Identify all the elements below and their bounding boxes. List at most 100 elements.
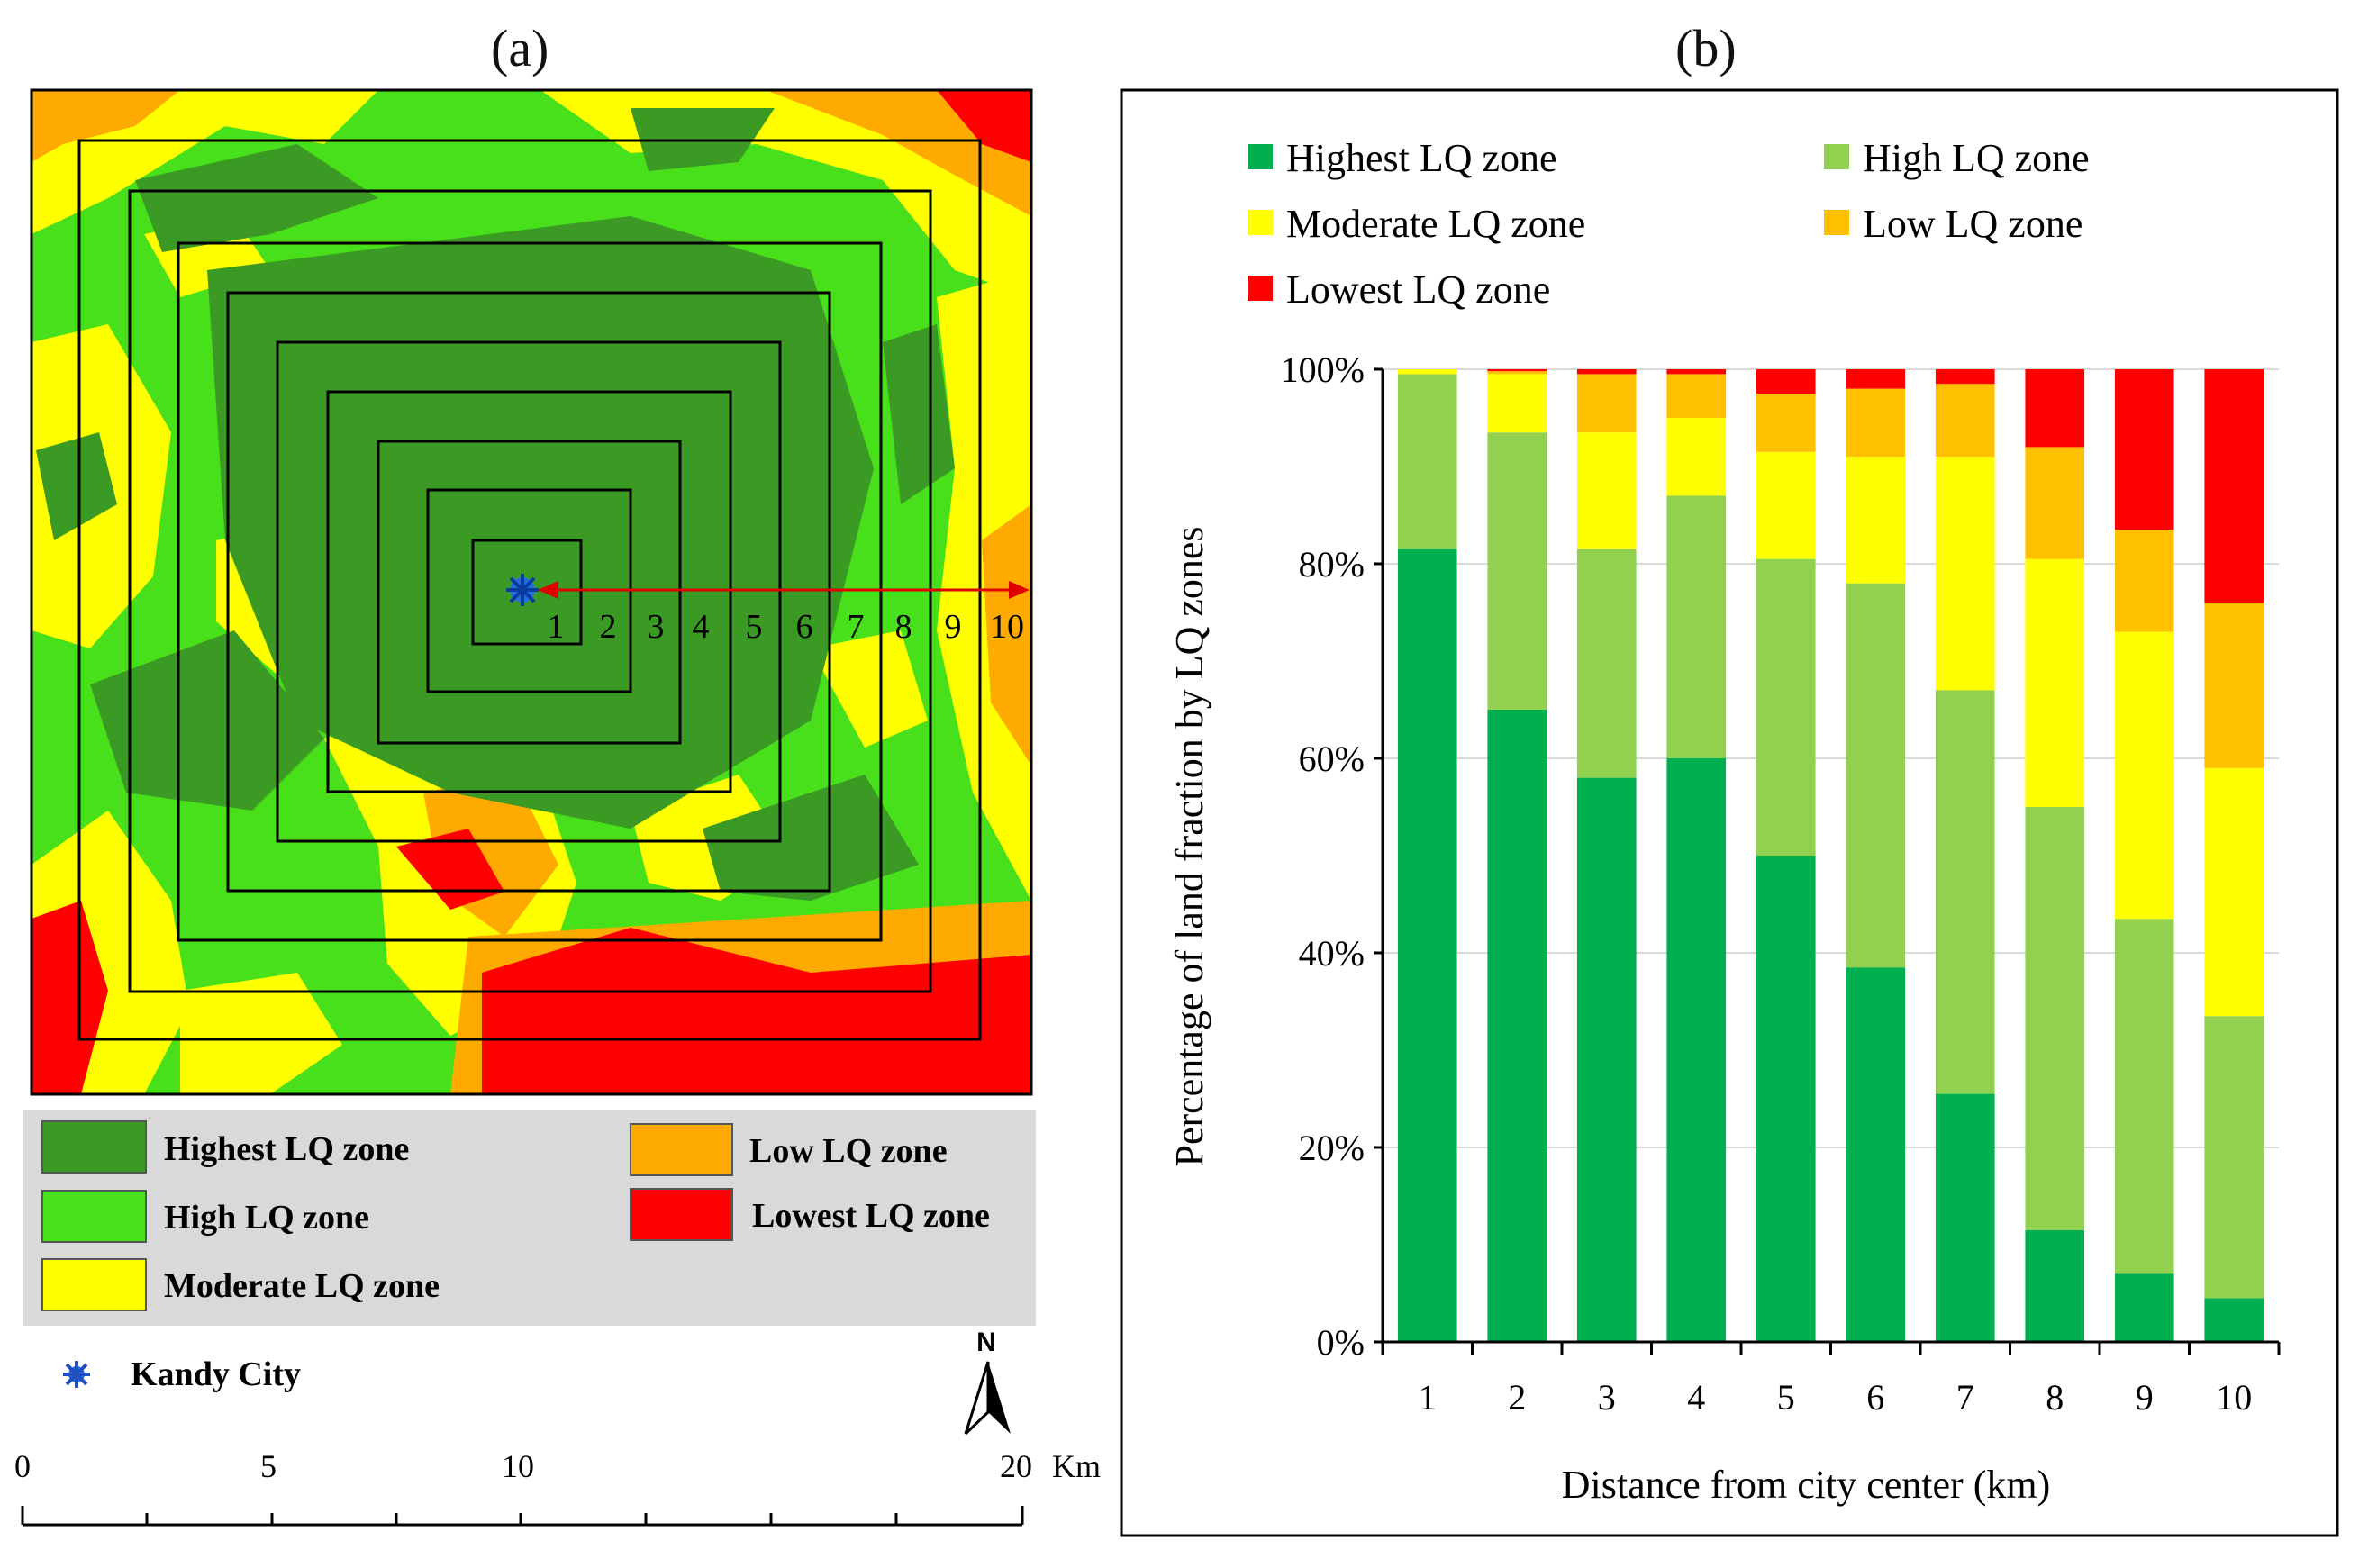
bar-10-high-lq-zone xyxy=(2204,1016,2264,1299)
kandy-city-marker xyxy=(506,574,539,606)
legend-swatch-lowest xyxy=(630,1188,733,1241)
scale-label-5: 5 xyxy=(260,1448,277,1484)
y-tick-label-5: 100% xyxy=(1281,349,1365,390)
ring-label-1: 1 xyxy=(548,608,565,646)
legend-swatch-high xyxy=(41,1190,147,1243)
bar-3-lowest-lq-zone xyxy=(1576,369,1637,375)
bar-2-low-lq-zone xyxy=(1487,371,1547,375)
ring-label-9: 9 xyxy=(945,608,962,646)
buffer-ring-5 xyxy=(276,340,782,843)
ring-label-8: 8 xyxy=(895,608,912,646)
chart-legend-swatch-2 xyxy=(1248,210,1273,235)
legend-label-high: High LQ zone xyxy=(164,1199,369,1237)
bar-4-high-lq-zone xyxy=(1666,495,1727,758)
bar-10-low-lq-zone xyxy=(2204,603,2264,768)
bar-8-highest-lq-zone xyxy=(2025,1229,2085,1342)
y-tick-label-0: 0% xyxy=(1317,1322,1365,1363)
bar-3-high-lq-zone xyxy=(1576,548,1637,778)
x-axis-title: Distance from city center (km) xyxy=(1562,1463,2050,1507)
chart-legend-swatch-3 xyxy=(1824,210,1849,235)
bar-9-high-lq-zone xyxy=(2114,919,2174,1274)
ring-label-6: 6 xyxy=(796,608,813,646)
buffer-ring-4 xyxy=(326,390,732,793)
bar-9-highest-lq-zone xyxy=(2114,1273,2174,1342)
x-tick-label-4: 4 xyxy=(1687,1377,1705,1418)
bar-2-high-lq-zone xyxy=(1487,432,1547,710)
bar-6-moderate-lq-zone xyxy=(1846,457,1906,584)
bar-1-high-lq-zone xyxy=(1397,374,1457,549)
axes xyxy=(1374,367,2281,1355)
ring-label-4: 4 xyxy=(693,608,710,646)
chart-legend-label-1: High LQ zone xyxy=(1863,136,2090,180)
bar-8-high-lq-zone xyxy=(2025,807,2085,1230)
bar-7-moderate-lq-zone xyxy=(1935,457,1995,691)
bar-7-highest-lq-zone xyxy=(1935,1093,1995,1342)
x-tick-label-10: 10 xyxy=(2216,1377,2252,1418)
scale-label-10: 10 xyxy=(502,1448,534,1484)
bar-7-low-lq-zone xyxy=(1935,384,1995,458)
bar-8-lowest-lq-zone xyxy=(2025,369,2085,448)
bar-6-highest-lq-zone xyxy=(1846,967,1906,1342)
x-tick-label-7: 7 xyxy=(1956,1377,1974,1418)
y-tick-label-1: 20% xyxy=(1299,1128,1365,1168)
bar-2-moderate-lq-zone xyxy=(1487,374,1547,433)
map-panel: 1 2 3 4 5 6 7 8 9 10 Highest LQ zone Hig… xyxy=(14,88,1101,1527)
bar-7-high-lq-zone xyxy=(1935,690,1995,1094)
x-tick-label-8: 8 xyxy=(2046,1377,2064,1418)
chart-legend-label-0: Highest LQ zone xyxy=(1286,136,1557,180)
x-tick-label-1: 1 xyxy=(1419,1377,1437,1418)
bar-5-moderate-lq-zone xyxy=(1756,451,1816,559)
x-tick-label-5: 5 xyxy=(1777,1377,1795,1418)
bar-10-highest-lq-zone xyxy=(2204,1298,2264,1342)
legend-swatch-highest xyxy=(41,1120,147,1174)
bar-4-moderate-lq-zone xyxy=(1666,418,1727,496)
y-tick-label-2: 40% xyxy=(1299,933,1365,974)
legend-swatch-low xyxy=(630,1123,733,1176)
buffer-ring-6 xyxy=(226,291,831,893)
bar-4-lowest-lq-zone xyxy=(1666,369,1727,375)
bar-1-moderate-lq-zone xyxy=(1397,369,1457,375)
north-arrow-icon: N xyxy=(964,1328,1011,1436)
buffer-ring-3 xyxy=(377,440,682,745)
bar-8-moderate-lq-zone xyxy=(2025,558,2085,807)
scale-label-0: 0 xyxy=(14,1448,31,1484)
city-legend-icon xyxy=(63,1361,90,1388)
chart-legend-label-3: Low LQ zone xyxy=(1863,202,2082,246)
x-tick-labels: 1 2 3 4 5 6 7 8 9 10 xyxy=(1419,1377,2253,1418)
x-tick-label-6: 6 xyxy=(1866,1377,1884,1418)
y-tick-labels: 0% 20% 40% 60% 80% 100% xyxy=(1281,349,1365,1363)
bar-9-moderate-lq-zone xyxy=(2114,631,2174,920)
bar-2-highest-lq-zone xyxy=(1487,710,1547,1342)
x-tick-label-2: 2 xyxy=(1508,1377,1526,1418)
legend-label-highest: Highest LQ zone xyxy=(164,1130,409,1168)
buffer-ring-7 xyxy=(177,241,883,942)
bar-5-high-lq-zone xyxy=(1756,558,1816,856)
ring-label-5: 5 xyxy=(746,608,763,646)
scale-bar: 0 5 10 20 Km xyxy=(14,1448,1101,1527)
bar-5-highest-lq-zone xyxy=(1756,856,1816,1342)
map-legend-box xyxy=(23,1110,1036,1326)
bar-1-highest-lq-zone xyxy=(1397,548,1457,1342)
bar-6-lowest-lq-zone xyxy=(1846,369,1906,389)
ring-label-3: 3 xyxy=(648,608,665,646)
ring-number-labels: 1 2 3 4 5 6 7 8 9 10 xyxy=(548,608,1025,646)
bar-10-moderate-lq-zone xyxy=(2204,767,2264,1017)
bar-5-lowest-lq-zone xyxy=(1756,369,1816,394)
legend-label-moderate: Moderate LQ zone xyxy=(164,1267,440,1305)
distance-arrow xyxy=(538,581,1030,599)
bar-4-highest-lq-zone xyxy=(1666,758,1727,1342)
ring-label-10: 10 xyxy=(990,608,1024,646)
y-axis-title: Percentage of land fraction by LQ zones xyxy=(1167,526,1211,1166)
ring-label-7: 7 xyxy=(848,608,865,646)
legend-label-low: Low LQ zone xyxy=(749,1132,948,1170)
city-legend-label: Kandy City xyxy=(131,1355,301,1393)
chart-legend: Highest LQ zone High LQ zone Moderate LQ… xyxy=(1248,136,2090,312)
city-legend: Kandy City xyxy=(63,1355,301,1393)
legend-label-lowest: Lowest LQ zone xyxy=(752,1197,990,1235)
bar-3-low-lq-zone xyxy=(1576,374,1637,433)
bar-7-lowest-lq-zone xyxy=(1935,369,1995,385)
buffer-ring-1 xyxy=(471,539,583,646)
bar-10-lowest-lq-zone xyxy=(2204,369,2264,603)
y-tick-label-3: 60% xyxy=(1299,739,1365,779)
